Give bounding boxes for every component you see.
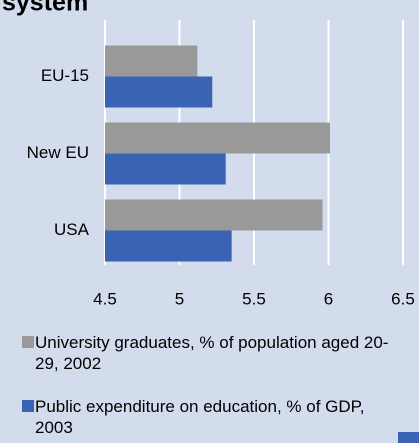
legend-item: University graduates, % of population ag…	[22, 332, 402, 374]
x-tick-label: 5	[175, 289, 184, 308]
x-tick-label: 5.5	[242, 289, 266, 308]
decoration	[398, 432, 419, 443]
legend-label: University graduates, % of population ag…	[35, 333, 389, 373]
x-tick-label: 6	[324, 289, 333, 308]
bar	[105, 153, 226, 185]
bar	[105, 122, 330, 154]
bar	[105, 45, 198, 77]
bar	[105, 230, 232, 262]
legend-item: Public expenditure on education, % of GD…	[22, 396, 402, 438]
bar	[105, 76, 213, 108]
legend-swatch	[22, 336, 34, 348]
bar	[105, 199, 323, 231]
legend-swatch	[22, 400, 34, 412]
chart-title: system	[2, 0, 88, 17]
x-tick-label: 6.5	[391, 289, 415, 308]
y-tick-label: New EU	[27, 143, 89, 162]
legend-label: Public expenditure on education, % of GD…	[35, 397, 365, 437]
x-tick-label: 4.5	[93, 289, 117, 308]
y-tick-label: EU-15	[41, 66, 89, 85]
y-tick-label: USA	[54, 220, 90, 239]
